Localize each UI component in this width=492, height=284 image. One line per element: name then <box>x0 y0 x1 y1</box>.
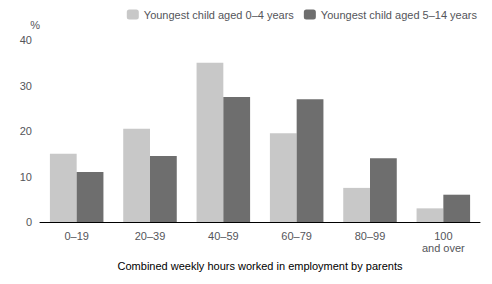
svg-text:0–19: 0–19 <box>64 230 88 242</box>
svg-text:10: 10 <box>20 171 32 183</box>
svg-text:100: 100 <box>434 230 452 242</box>
svg-text:Combined weekly hours worked i: Combined weekly hours worked in employme… <box>118 260 403 272</box>
svg-text:60–79: 60–79 <box>281 230 312 242</box>
svg-text:30: 30 <box>20 80 32 92</box>
svg-text:40: 40 <box>20 34 32 46</box>
svg-text:%: % <box>30 19 40 31</box>
svg-text:20–39: 20–39 <box>135 230 166 242</box>
svg-text:Youngest child aged 0–4 years: Youngest child aged 0–4 years <box>144 9 295 21</box>
svg-text:0: 0 <box>26 216 32 228</box>
svg-text:20: 20 <box>20 125 32 137</box>
svg-text:40–59: 40–59 <box>208 230 239 242</box>
svg-text:80–99: 80–99 <box>355 230 386 242</box>
svg-text:Youngest child aged 5–14 years: Youngest child aged 5–14 years <box>321 9 478 21</box>
svg-text:and over: and over <box>422 242 465 254</box>
